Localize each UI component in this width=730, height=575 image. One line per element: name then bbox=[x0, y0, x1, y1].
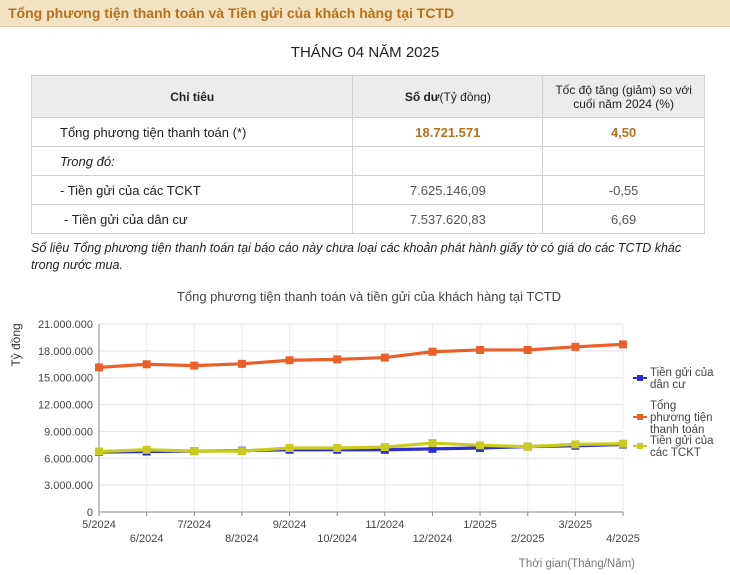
y-tick-label: 0 bbox=[87, 507, 93, 519]
table-row: Trong đó: bbox=[30, 146, 705, 176]
x-tick-label: 3/2025 bbox=[559, 519, 593, 531]
row-name: - Tiền gửi của dân cư bbox=[30, 204, 354, 234]
x-tick-label: 4/2025 bbox=[606, 533, 640, 545]
data-point bbox=[190, 361, 199, 370]
y-tick-label: 15.000.000 bbox=[38, 373, 93, 385]
legend-label: Tiền gửi của dân cư bbox=[650, 367, 714, 391]
chart-title: Tổng phương tiện thanh toán và tiền gửi … bbox=[176, 289, 562, 304]
stats-table: Chỉ tiêu Số dư(Tỷ đồng) Tốc độ tăng (giả… bbox=[30, 75, 705, 234]
row-rate: 4,50 bbox=[542, 117, 705, 147]
header-title: Tổng phương tiện thanh toán và Tiền gửi … bbox=[8, 5, 455, 21]
row-name: - Tiền gửi của các TCKT bbox=[30, 175, 354, 205]
data-point bbox=[237, 447, 246, 456]
data-point bbox=[237, 359, 246, 368]
y-tick-label: 21.000.000 bbox=[38, 319, 93, 331]
data-point bbox=[428, 347, 437, 356]
data-point bbox=[95, 363, 103, 372]
legend-label-line: thanh toán bbox=[650, 424, 704, 436]
row-rate bbox=[542, 146, 705, 176]
data-point bbox=[142, 360, 151, 369]
series-line bbox=[98, 441, 624, 454]
data-point bbox=[476, 345, 485, 354]
data-point bbox=[571, 440, 580, 449]
row-balance bbox=[352, 146, 544, 176]
legend-swatch-marker bbox=[637, 414, 643, 420]
data-point bbox=[95, 447, 103, 456]
header-indicator: Chỉ tiêu bbox=[30, 75, 354, 118]
legend-label-line: dân cư bbox=[650, 379, 686, 391]
legend-swatch-marker bbox=[637, 443, 643, 449]
data-point bbox=[523, 442, 532, 451]
y-tick-label: 9.000.000 bbox=[44, 426, 93, 438]
y-tick-label: 6.000.000 bbox=[44, 453, 93, 465]
row-balance: 7.625.146,09 bbox=[352, 175, 544, 205]
y-tick-label: 3.000.000 bbox=[44, 480, 93, 492]
header-balance: Số dư(Tỷ đồng) bbox=[352, 75, 544, 118]
table-row: - Tiền gửi của dân cư 7.537.620,83 6,69 bbox=[30, 204, 705, 234]
data-point bbox=[285, 356, 294, 365]
x-tick-label: 12/2024 bbox=[413, 533, 453, 545]
legend-swatch-marker bbox=[637, 375, 643, 381]
header-balance-label: Số dư bbox=[404, 89, 440, 104]
x-tick-label: 9/2024 bbox=[273, 519, 307, 531]
data-point bbox=[333, 443, 342, 452]
data-point bbox=[428, 439, 437, 448]
data-point bbox=[190, 447, 199, 456]
legend-label-line: phương tiện bbox=[650, 412, 713, 424]
table-row: Tổng phương tiện thanh toán (*) 18.721.5… bbox=[30, 117, 705, 147]
data-point bbox=[333, 355, 342, 364]
row-name: Trong đó: bbox=[30, 146, 354, 176]
data-point bbox=[571, 342, 580, 351]
data-point bbox=[142, 445, 151, 454]
x-tick-label: 10/2024 bbox=[317, 533, 357, 545]
legend-label-line: Tổng bbox=[650, 400, 676, 412]
y-tick-label: 12.000.000 bbox=[38, 400, 93, 412]
x-tick-label: 5/2024 bbox=[82, 519, 116, 531]
data-point bbox=[428, 444, 437, 453]
row-balance: 7.537.620,83 bbox=[352, 204, 544, 234]
legend-label-line: các TCKT bbox=[650, 447, 701, 459]
footnote: Số liệu Tổng phương tiện thanh toán tại … bbox=[31, 241, 682, 272]
data-point bbox=[619, 439, 627, 448]
x-tick-label: 6/2024 bbox=[130, 533, 164, 545]
table-row: - Tiền gửi của các TCKT 7.625.146,09 -0,… bbox=[30, 175, 705, 205]
line-chart: 0 3.000.000 6.000.000 9.000.000 12.000.000 15… bbox=[9, 319, 714, 570]
header-bar: Tổng phương tiện thanh toán và Tiền gửi … bbox=[0, 0, 730, 27]
x-tick-label: 8/2024 bbox=[225, 533, 259, 545]
y-axis-label: Tỷ đồng bbox=[9, 323, 23, 366]
legend-label: Tiền gửi của các TCKT bbox=[650, 435, 714, 459]
x-axis-label: Thời gian(Tháng/Năm) bbox=[519, 558, 635, 570]
table-header-row: Chỉ tiêu Số dư(Tỷ đồng) Tốc độ tăng (giả… bbox=[30, 75, 705, 118]
header-rate: Tốc độ tăng (giảm) so với cuối năm 2024 … bbox=[542, 75, 705, 118]
series-line bbox=[98, 342, 624, 370]
row-rate: -0,55 bbox=[542, 175, 705, 205]
data-point bbox=[476, 441, 485, 450]
data-point bbox=[285, 443, 294, 452]
x-tick-label: 2/2025 bbox=[511, 533, 545, 545]
header-balance-unit: (Tỷ đồng) bbox=[439, 89, 491, 104]
row-rate: 6,69 bbox=[542, 204, 705, 234]
legend-label-line: Tiền gửi của bbox=[650, 367, 714, 379]
y-tick-label: 18.000.000 bbox=[38, 346, 93, 358]
data-point bbox=[380, 443, 389, 452]
legend-label-line: Tiền gửi của bbox=[650, 435, 714, 447]
period-title: THÁNG 04 NĂM 2025 bbox=[290, 44, 440, 61]
data-point bbox=[380, 353, 389, 362]
legend-label: Tổng phương tiện thanh toán bbox=[650, 400, 713, 436]
x-tick-label: 11/2024 bbox=[365, 519, 404, 531]
data-point bbox=[619, 340, 627, 349]
x-tick-label: 7/2024 bbox=[177, 519, 211, 531]
data-point bbox=[523, 345, 532, 354]
row-balance: 18.721.571 bbox=[352, 117, 544, 147]
row-name: Tổng phương tiện thanh toán (*) bbox=[30, 117, 354, 147]
x-tick-label: 1/2025 bbox=[463, 519, 497, 531]
